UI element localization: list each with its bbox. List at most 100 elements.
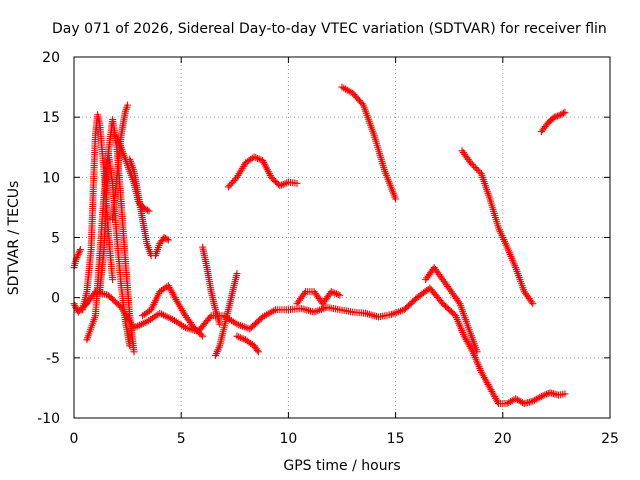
data-point xyxy=(561,390,569,398)
data-point xyxy=(555,111,563,119)
y-tick-label: 10 xyxy=(42,170,60,186)
data-point xyxy=(72,303,80,311)
x-tick-label: 20 xyxy=(494,431,512,447)
data-point xyxy=(255,155,263,163)
data-point xyxy=(254,154,262,162)
data-point xyxy=(332,290,340,298)
data-point xyxy=(145,207,153,215)
data-point xyxy=(494,398,502,406)
tick-labels: 0 5 10 15 20 25 -10 -5 0 5 10 15 20 xyxy=(37,50,619,447)
data-point xyxy=(474,167,482,175)
data-point xyxy=(327,288,335,296)
series-arc1 xyxy=(70,284,569,408)
data-point xyxy=(468,160,476,168)
data-point xyxy=(334,291,342,299)
data-point xyxy=(238,334,246,342)
data-point xyxy=(74,250,82,258)
series-arc13 xyxy=(224,153,301,191)
data-point xyxy=(529,300,537,308)
x-axis-title: GPS time / hours xyxy=(283,458,400,474)
y-tick-label: 5 xyxy=(51,231,60,247)
data-point xyxy=(552,113,560,121)
x-tick-label: 25 xyxy=(601,431,619,447)
data-point xyxy=(279,180,287,188)
data-point xyxy=(392,195,400,203)
series-arc15 xyxy=(293,288,344,308)
chart-title: Day 071 of 2026, Sidereal Day-to-day VTE… xyxy=(52,21,607,37)
data-point xyxy=(336,291,344,299)
data-point xyxy=(71,301,79,309)
data-point xyxy=(560,109,568,117)
data-point xyxy=(539,392,547,400)
data-point xyxy=(163,235,171,243)
series-arc6 xyxy=(109,101,132,223)
data-point xyxy=(528,298,536,306)
y-tick-label: 20 xyxy=(42,50,60,66)
data-point xyxy=(172,296,180,304)
data-point xyxy=(250,153,258,161)
data-point xyxy=(254,348,262,356)
y-axis-title: SDTVAR / TECUs xyxy=(6,181,22,296)
series-arc12 xyxy=(212,270,241,359)
data-point xyxy=(252,154,260,162)
series-arc18 xyxy=(458,147,537,308)
data-point xyxy=(73,254,81,262)
data-point xyxy=(473,165,481,173)
series-arc14 xyxy=(233,332,262,356)
series-arc16 xyxy=(338,83,400,203)
data-point xyxy=(75,249,83,257)
y-tick-label: 15 xyxy=(42,110,60,126)
data-point xyxy=(543,390,551,398)
data-point xyxy=(553,112,561,120)
series-arc2 xyxy=(70,246,84,272)
y-tick-label: -5 xyxy=(46,351,60,367)
data-point xyxy=(197,331,205,339)
data-point xyxy=(109,276,117,284)
x-tick-label: 0 xyxy=(70,431,79,447)
data-point xyxy=(116,142,124,150)
data-point xyxy=(467,159,475,167)
data-point xyxy=(206,313,214,321)
data-point xyxy=(358,100,366,108)
x-tick-label: 5 xyxy=(177,431,186,447)
data-point xyxy=(233,332,241,340)
data-point xyxy=(293,179,301,187)
data-point xyxy=(331,289,339,297)
data-point xyxy=(541,391,549,399)
data-point xyxy=(233,270,241,278)
data-point xyxy=(471,164,479,172)
data-point xyxy=(124,101,132,109)
data-point xyxy=(76,246,84,254)
data-point xyxy=(329,288,337,296)
data-point xyxy=(74,252,82,260)
data-point xyxy=(537,392,545,400)
data-point xyxy=(561,108,569,116)
data-point xyxy=(235,333,243,341)
data-point xyxy=(199,332,207,340)
data-point xyxy=(76,247,84,255)
series-arc17 xyxy=(422,264,481,356)
data-point xyxy=(281,180,289,188)
y-tick-label: 0 xyxy=(51,291,60,307)
data-point xyxy=(470,162,478,170)
data-point xyxy=(143,206,151,214)
y-tick-label: -10 xyxy=(37,411,60,427)
series-arc11 xyxy=(199,243,224,328)
data-point xyxy=(550,113,558,121)
data-point xyxy=(276,182,284,190)
data-marks xyxy=(70,83,569,408)
data-point xyxy=(236,334,244,342)
series-arc8 xyxy=(126,155,155,260)
data-point xyxy=(455,298,463,306)
x-tick-label: 10 xyxy=(279,431,297,447)
x-tick-label: 15 xyxy=(387,431,405,447)
data-point xyxy=(164,236,172,244)
data-point xyxy=(130,348,138,356)
grid xyxy=(74,57,610,418)
series-arc10 xyxy=(139,282,207,340)
axis-ticks xyxy=(73,56,611,419)
data-point xyxy=(536,393,544,401)
data-point xyxy=(473,348,481,356)
